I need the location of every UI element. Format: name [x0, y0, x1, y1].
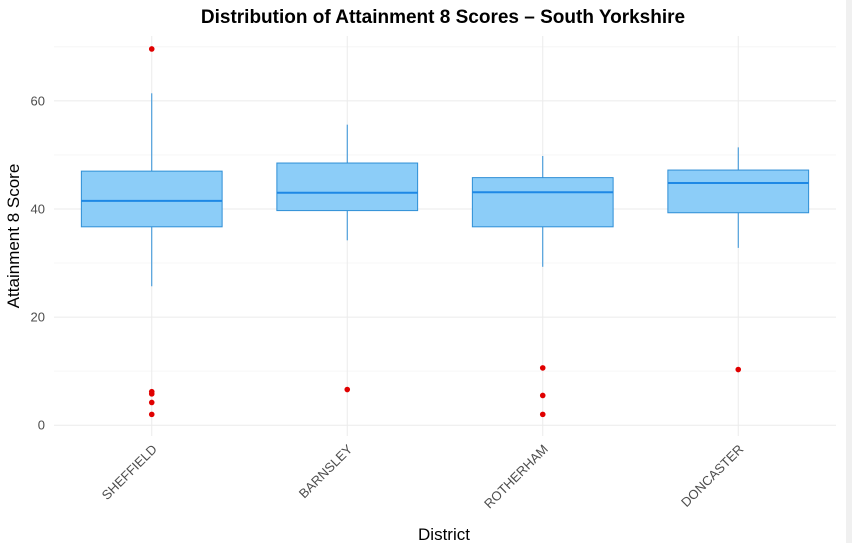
y-tick-label: 40 [31, 201, 45, 216]
outlier-point [148, 411, 155, 418]
x-tick-label: SHEFFIELD [99, 442, 160, 503]
chart-title: Distribution of Attainment 8 Scores – So… [201, 7, 685, 28]
outlier-point [539, 411, 546, 418]
x-axis-title: District [418, 525, 470, 543]
grid-lines [54, 36, 836, 436]
x-axis-ticks: SHEFFIELD BARNSLEY ROTHERHAM DONCASTER [99, 441, 747, 511]
y-tick-label: 20 [31, 310, 45, 325]
y-axis-ticks: 0 20 40 60 [31, 93, 45, 432]
box-sheffield [80, 46, 223, 418]
box-doncaster [667, 147, 810, 373]
x-tick-label: ROTHERHAM [481, 442, 551, 512]
box-body [276, 162, 419, 212]
outlier-point [148, 399, 155, 406]
y-tick-label: 0 [38, 418, 45, 433]
y-tick-label: 60 [31, 93, 45, 108]
outlier-point [539, 392, 546, 399]
box-body [471, 177, 614, 228]
box-barnsley [276, 124, 419, 393]
outlier-point [148, 46, 155, 52]
outlier-point [344, 386, 351, 393]
y-axis-title: Attainment 8 Score [4, 164, 23, 309]
outlier-point [148, 391, 155, 397]
box-rotherham [471, 156, 614, 418]
outlier-point [735, 366, 742, 373]
box-body [667, 169, 810, 214]
box-plot-series [80, 46, 810, 418]
x-tick-label: DONCASTER [678, 442, 746, 510]
outlier-point [539, 365, 546, 371]
box-body [80, 170, 223, 228]
x-tick-label: BARNSLEY [296, 441, 356, 501]
window-edge [846, 0, 852, 543]
